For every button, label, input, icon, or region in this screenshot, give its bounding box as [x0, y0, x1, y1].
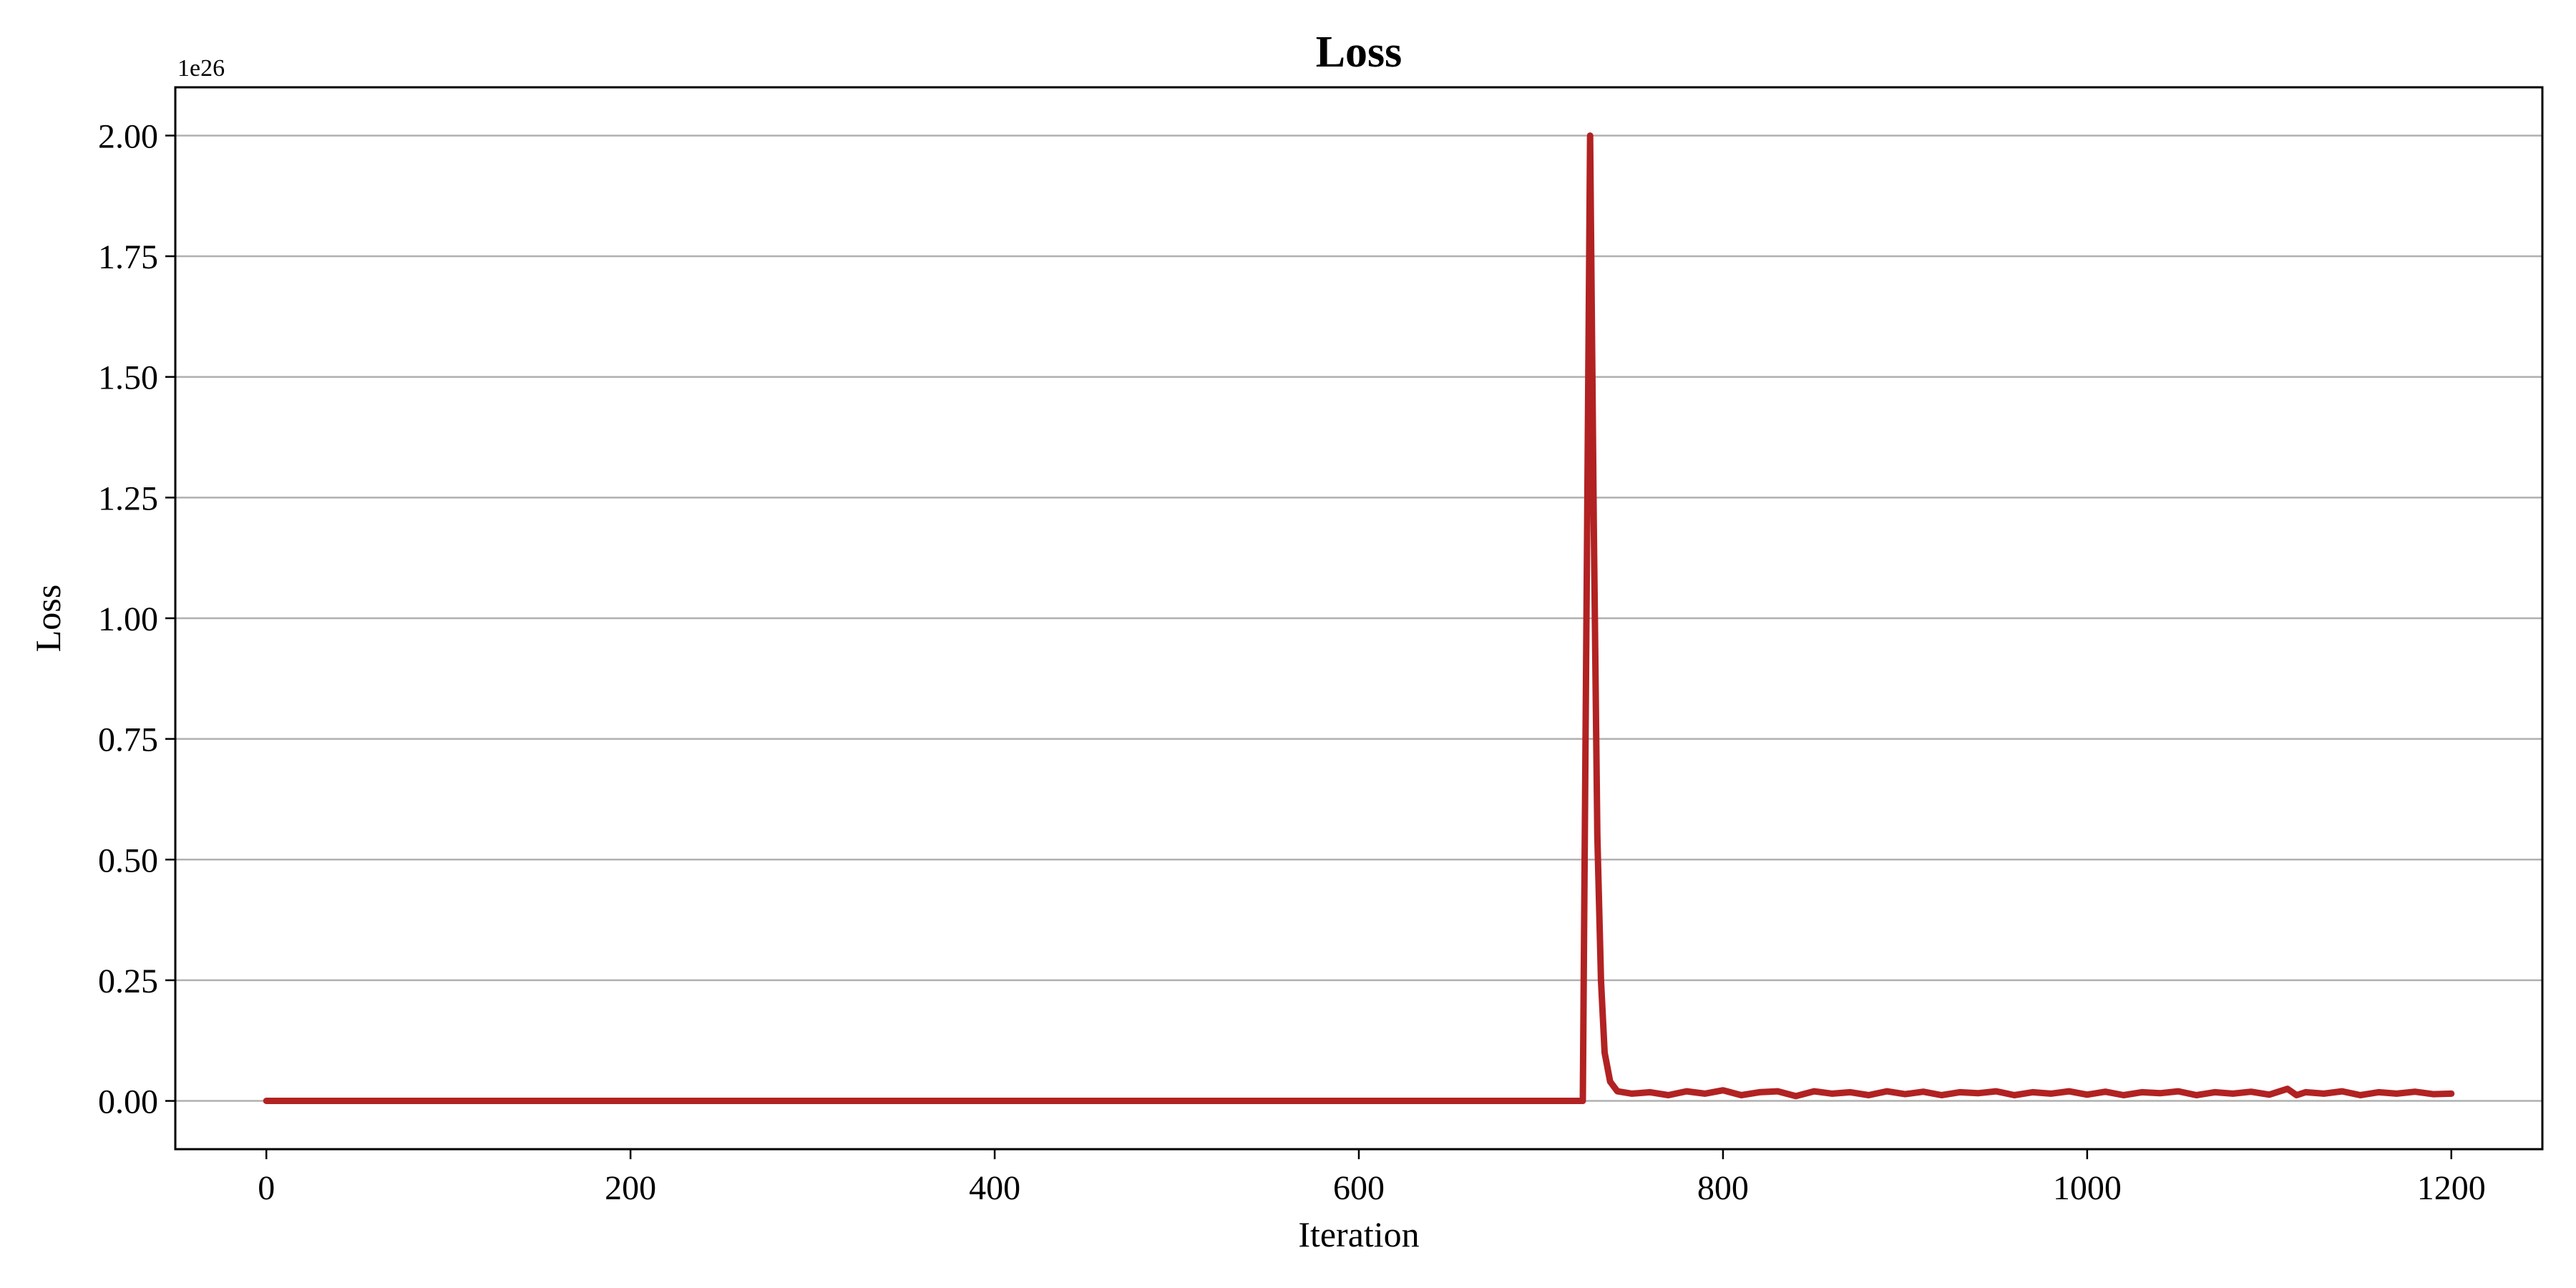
y-axis: 0.00 0.25 0.50 0.75 1.00 1.25 1.50 1.75 2.00 [98, 117, 175, 1121]
y-tick-label: 0.00 [98, 1083, 158, 1121]
y-axis-label: Loss [28, 585, 68, 652]
x-tick-label: 0 [258, 1169, 275, 1207]
y-tick-label: 0.75 [98, 721, 158, 759]
x-axis-label: Iteration [1298, 1214, 1419, 1254]
series-layer [263, 132, 2455, 1104]
y-tick-label: 0.25 [98, 962, 158, 1000]
x-tick-label: 800 [1697, 1169, 1749, 1207]
y-tick-label: 0.50 [98, 841, 158, 879]
x-tick-label: 1200 [2417, 1169, 2486, 1207]
y-offset-label: 1e26 [177, 55, 225, 82]
loss-series-line [263, 132, 2455, 1104]
x-tick-label: 1000 [2053, 1169, 2122, 1207]
y-tick-label: 1.25 [98, 479, 158, 517]
grid-lines [175, 135, 2542, 1102]
y-tick-label: 1.75 [98, 238, 158, 276]
chart-title: Loss [1316, 28, 1402, 77]
y-tick-label: 1.00 [98, 600, 158, 638]
x-axis: 0 200 400 600 800 1000 1200 [258, 1149, 2486, 1207]
y-tick-label: 1.50 [98, 359, 158, 397]
x-tick-label: 400 [969, 1169, 1020, 1207]
x-tick-label: 200 [605, 1169, 656, 1207]
y-tick-label: 2.00 [98, 117, 158, 155]
x-tick-label: 600 [1333, 1169, 1385, 1207]
